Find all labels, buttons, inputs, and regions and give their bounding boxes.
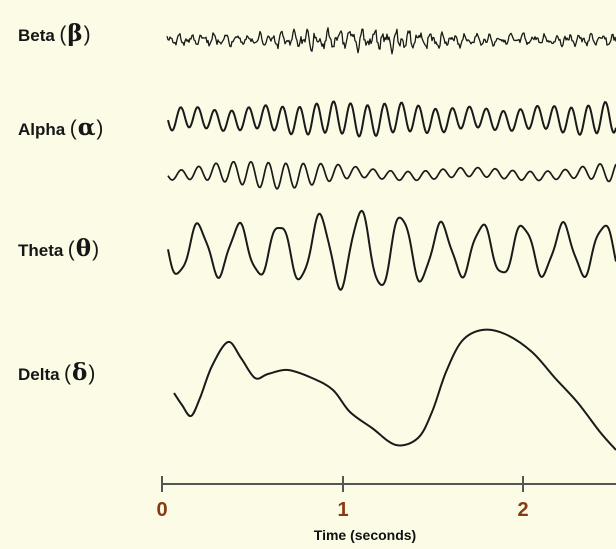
time-axis-title: Time (seconds) — [313, 527, 417, 543]
alpha-wave-lower — [167, 160, 616, 190]
tick-label-0: 0 — [156, 499, 168, 521]
band-name-beta: Beta — [18, 26, 55, 45]
band-symbol-delta: δ — [72, 359, 88, 386]
band-label-delta: Delta (δ) — [18, 359, 96, 386]
band-label-beta: Beta (β) — [18, 20, 91, 47]
tick-label-1: 1 — [337, 499, 349, 521]
band-symbol-theta: θ — [75, 235, 92, 262]
delta-wave — [173, 328, 616, 451]
band-symbol-beta: β — [67, 20, 83, 47]
band-label-theta: Theta (θ) — [18, 235, 100, 262]
tick-label-2: 2 — [517, 499, 529, 521]
alpha-wave-upper — [167, 100, 616, 138]
theta-wave — [167, 209, 616, 291]
beta-wave — [166, 27, 616, 55]
band-name-alpha: Alpha — [18, 120, 66, 139]
band-symbol-alpha: α — [77, 114, 96, 141]
band-name-theta: Theta — [18, 241, 64, 260]
band-label-alpha: Alpha (α) — [18, 114, 104, 141]
band-name-delta: Delta — [18, 365, 60, 384]
